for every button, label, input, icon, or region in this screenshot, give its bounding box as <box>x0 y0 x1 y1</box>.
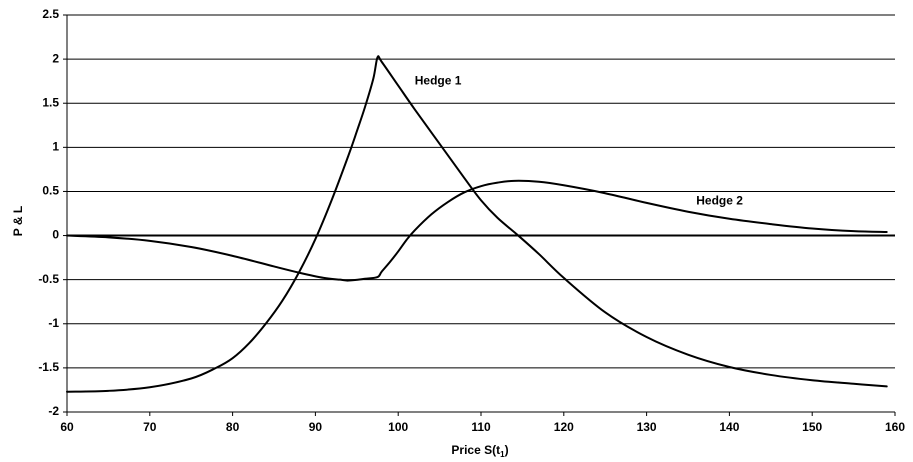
y-tick-label: 0.5 <box>42 184 59 198</box>
y-tick-label: -2 <box>48 404 59 418</box>
axes <box>63 14 896 416</box>
x-axis-title-main: Price S(t <box>451 443 500 457</box>
x-tick-label: 130 <box>637 420 657 434</box>
x-axis-title-suffix: ) <box>505 443 509 457</box>
y-tick-label: -0.5 <box>38 272 59 286</box>
y-tick-label: 2.5 <box>42 7 59 21</box>
series-line-hedge-2 <box>66 179 888 282</box>
x-tick-label: 80 <box>226 420 240 434</box>
x-axis-title: Price S(t1) <box>451 443 508 459</box>
x-tick-label: 100 <box>388 420 408 434</box>
x-tick-label: 140 <box>719 420 739 434</box>
x-tick-label: 110 <box>471 420 491 434</box>
y-tick-label: -1 <box>48 316 59 330</box>
y-axis-title: P & L <box>11 206 25 236</box>
y-tick-label: -1.5 <box>38 360 59 374</box>
series-lines <box>66 55 888 393</box>
x-tick-label: 160 <box>885 420 905 434</box>
y-tick-label: 1.5 <box>42 95 59 109</box>
x-tick-label: 60 <box>60 420 74 434</box>
x-tick-label: 120 <box>554 420 574 434</box>
x-tick-label: 90 <box>309 420 323 434</box>
y-tick-label: 2 <box>52 51 59 65</box>
gridlines <box>67 14 895 413</box>
series-annotation: Hedge 2 <box>696 193 743 207</box>
x-tick-label: 150 <box>802 420 822 434</box>
series-line-hedge-1 <box>66 55 888 393</box>
annotations: Hedge 1 Hedge 2 <box>415 73 744 207</box>
x-tick-label: 70 <box>143 420 157 434</box>
y-tick-label: 1 <box>52 140 59 154</box>
x-axis-title-subscript: 1 <box>500 450 505 459</box>
tick-labels: 2.5 2 1.5 1 0.5 0 -0.5 -1 -1.5 -260 70 80 90 100 110 12… <box>38 7 905 434</box>
y-tick-label: 0 <box>52 228 59 242</box>
series-annotation: Hedge 1 <box>415 73 462 87</box>
